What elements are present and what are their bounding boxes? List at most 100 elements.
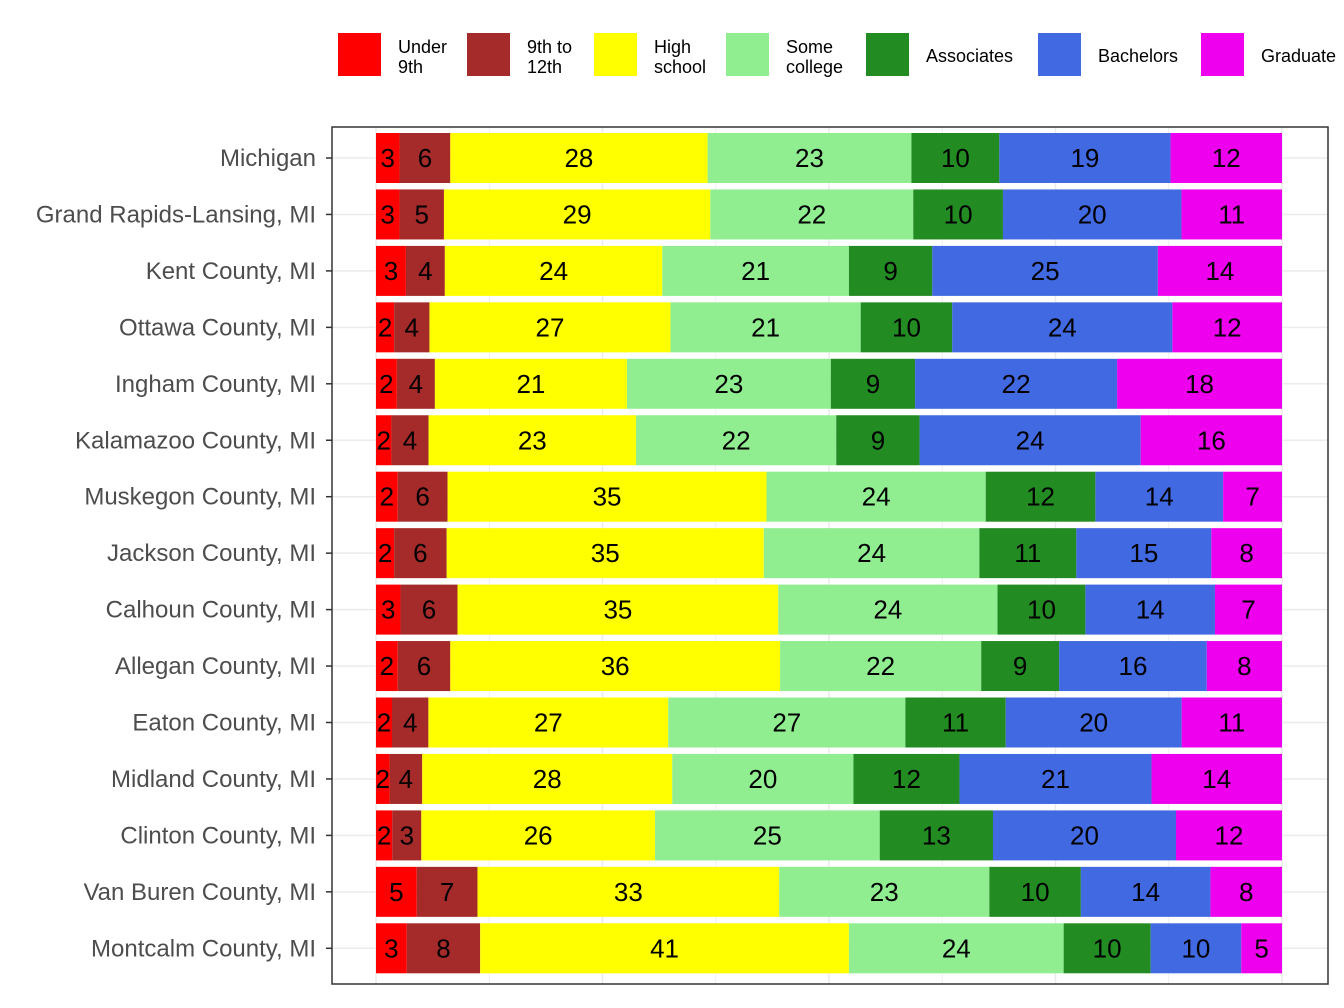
legend-label: Graduate: [1261, 46, 1336, 66]
bar-segment-9th-to-12th: [396, 358, 435, 409]
bar-segment-label: 2: [379, 369, 393, 399]
bar-segment-label: 26: [524, 820, 553, 850]
bar-segment-label: 3: [384, 256, 398, 286]
bar-segment-9th-to-12th: [397, 471, 448, 522]
bar-segment-9th-to-12th: [406, 923, 481, 974]
bar-segment-9th-to-12th: [391, 697, 429, 748]
bar-segment-high-school: [421, 810, 656, 861]
bar-segment-label: 12: [892, 764, 921, 794]
bar-segment-label: 27: [772, 708, 801, 738]
bar-segment-under-9th: [376, 584, 401, 635]
bar-segment-bachelors: [1059, 641, 1207, 692]
bar-segment-label: 3: [381, 595, 395, 625]
bar-segment-label: 22: [722, 425, 751, 455]
bar-segment-label: 21: [516, 369, 545, 399]
bar-segment-label: 35: [603, 595, 632, 625]
bar-segment-label: 10: [892, 312, 921, 342]
bar-segment-label: 5: [415, 199, 429, 229]
bar-segment-graduate: [1210, 866, 1282, 917]
bar-segment-label: 2: [378, 538, 392, 568]
bar-segment-label: 8: [436, 933, 450, 963]
bar-segment-label: 10: [944, 199, 973, 229]
bar-segment-associates: [853, 753, 960, 804]
bar-segment-label: 20: [1079, 708, 1108, 738]
bar-segment-label: 6: [422, 595, 436, 625]
bar-segment-label: 8: [1239, 877, 1253, 907]
bar-segment-label: 9: [883, 256, 897, 286]
bar-segment-label: 20: [1070, 820, 1099, 850]
bar-segment-label: 20: [748, 764, 777, 794]
bar-segment-associates: [989, 866, 1081, 917]
bar-segment-label: 3: [384, 933, 398, 963]
bar-segment-label: 8: [1239, 538, 1253, 568]
legend-label: school: [654, 57, 706, 77]
bar-segment-label: 16: [1197, 425, 1226, 455]
bar-segment-label: 19: [1070, 143, 1099, 173]
bar-segment-label: 11: [1218, 708, 1245, 738]
bar-segment-some-college: [779, 866, 990, 917]
bar-segment-under-9th: [376, 753, 390, 804]
bar-segment-associates: [997, 584, 1086, 635]
bar-segment-graduate: [1241, 923, 1282, 974]
bar-segment-9th-to-12th: [397, 641, 451, 692]
bar-segment-label: 15: [1129, 538, 1158, 568]
y-axis-label: Midland County, MI: [111, 766, 316, 793]
bar-segment-label: 12: [1026, 482, 1055, 512]
bar-segment-bachelors: [1150, 923, 1242, 974]
legend-key-some-college: [726, 33, 769, 76]
bar-segment-associates: [836, 415, 920, 466]
bar-segment-associates: [860, 302, 953, 353]
bar-segment-9th-to-12th: [394, 528, 447, 579]
bar-segment-associates: [981, 641, 1060, 692]
bar-segment-high-school: [450, 641, 781, 692]
bar-segment-graduate: [1170, 133, 1282, 183]
bar-segment-under-9th: [376, 641, 398, 692]
bar-segment-bachelors: [959, 753, 1152, 804]
legend-label: 12th: [527, 57, 562, 77]
bar-segment-label: 12: [1212, 143, 1241, 173]
bar-segment-label: 4: [418, 256, 432, 286]
bar-segment-label: 6: [418, 143, 432, 173]
y-axis-label: Kalamazoo County, MI: [75, 427, 316, 454]
bar-segment-label: 24: [1048, 312, 1077, 342]
bar-segment-9th-to-12th: [394, 302, 430, 353]
y-axis-ticks: [326, 157, 332, 950]
bar-segment-bachelors: [1085, 584, 1215, 635]
bar-segment-graduate: [1117, 358, 1282, 409]
bar-segment-label: 23: [795, 143, 824, 173]
bar-segment-high-school: [422, 753, 673, 804]
bar-segment-label: 2: [376, 764, 390, 794]
bar-segment-label: 29: [563, 199, 592, 229]
bar-segment-9th-to-12th: [399, 133, 451, 183]
bar-segment-some-college: [766, 471, 986, 522]
bar-segment-bachelors: [915, 358, 1118, 409]
bar-segment-9th-to-12th: [389, 753, 423, 804]
bar-segment-graduate: [1140, 415, 1282, 466]
bar-segment-high-school: [434, 358, 627, 409]
bar-segment-label: 24: [942, 933, 971, 963]
bar-segment-bachelors: [1095, 471, 1224, 522]
bar-segment-bachelors: [919, 415, 1141, 466]
bar-segment-label: 27: [534, 708, 563, 738]
bar-segment-label: 2: [380, 651, 394, 681]
legend-key-under-9th: [338, 33, 381, 76]
y-axis-label: Jackson County, MI: [107, 540, 316, 567]
legend-label: 9th: [398, 57, 423, 77]
bar-segment-under-9th: [376, 471, 398, 522]
bar-segment-under-9th: [376, 358, 397, 409]
bar-segment-label: 18: [1185, 369, 1214, 399]
bar-segment-graduate: [1151, 753, 1282, 804]
y-axis-label: Calhoun County, MI: [106, 597, 316, 624]
bar-segment-label: 23: [518, 425, 547, 455]
legend-key-bachelors: [1038, 33, 1081, 76]
bar-segment-label: 2: [378, 312, 392, 342]
bar-segment-label: 23: [714, 369, 743, 399]
bar-segment-label: 20: [1078, 199, 1107, 229]
y-axis-label: Ottawa County, MI: [119, 314, 316, 341]
bar-segment-label: 3: [381, 199, 395, 229]
bar-segment-graduate: [1157, 245, 1282, 296]
bar-segment-label: 3: [381, 143, 395, 173]
bar-segment-label: 9: [871, 425, 885, 455]
bar-segment-label: 10: [1027, 595, 1056, 625]
